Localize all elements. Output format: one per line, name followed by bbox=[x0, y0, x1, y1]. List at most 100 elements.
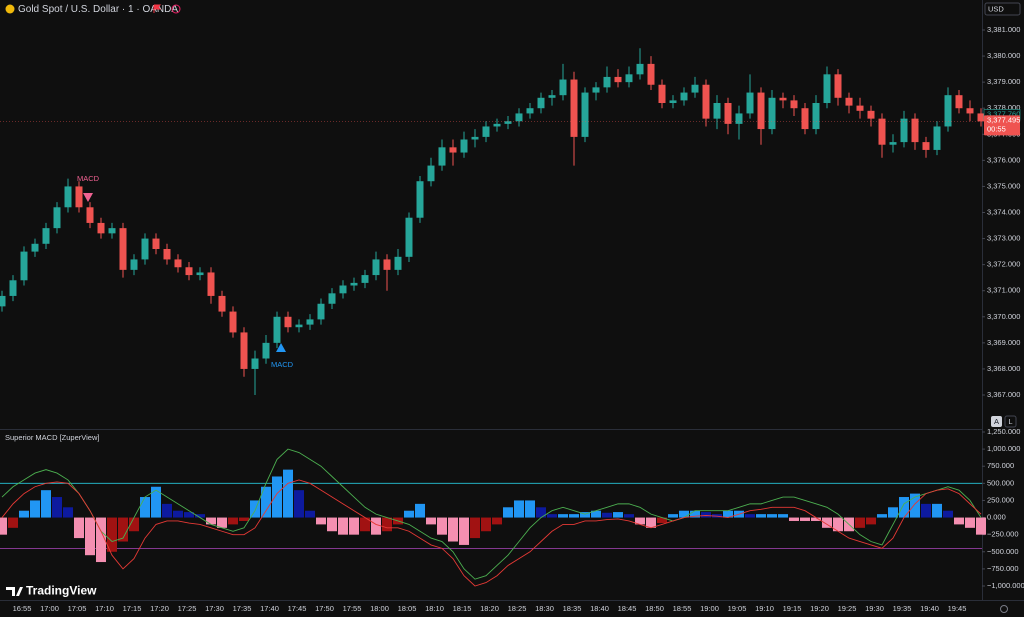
auto-label[interactable]: A bbox=[994, 417, 999, 426]
histogram-bar bbox=[217, 517, 227, 528]
y-tick-label: 3,369.000 bbox=[987, 338, 1020, 347]
x-tick-label: 19:20 bbox=[810, 604, 829, 613]
macd-tick-label: 1,250.000 bbox=[987, 427, 1020, 436]
histogram-bar bbox=[525, 500, 535, 518]
candle-body bbox=[108, 228, 116, 234]
histogram-bar bbox=[228, 517, 238, 525]
candle-body bbox=[647, 63, 655, 85]
candle-body bbox=[603, 76, 611, 88]
histogram-bar bbox=[558, 514, 568, 518]
candle-body bbox=[889, 142, 897, 145]
candle-body bbox=[559, 79, 567, 96]
indicator-name: Superior MACD [ZuperView] bbox=[5, 433, 99, 442]
candle-body bbox=[416, 181, 424, 218]
histogram-bar bbox=[580, 512, 590, 518]
histogram-bar bbox=[492, 517, 502, 525]
log-button[interactable] bbox=[1004, 415, 1017, 428]
histogram-bar bbox=[327, 517, 337, 532]
x-tick-label: 18:45 bbox=[618, 604, 637, 613]
histogram-bar bbox=[239, 517, 249, 521]
histogram-bar bbox=[613, 512, 623, 518]
x-tick-label: 17:50 bbox=[315, 604, 334, 613]
currency-box[interactable] bbox=[984, 2, 1021, 16]
histogram-bar bbox=[503, 507, 513, 518]
histogram-bar bbox=[118, 517, 128, 542]
histogram-bar bbox=[877, 514, 887, 518]
y-tick-label: 3,373.000 bbox=[987, 234, 1020, 243]
macd-tick-label: 1,000.000 bbox=[987, 444, 1020, 453]
settings-icon[interactable] bbox=[1000, 605, 1008, 613]
candle-body bbox=[119, 228, 127, 270]
x-tick-label: 18:20 bbox=[480, 604, 499, 613]
candle-body bbox=[823, 74, 831, 103]
x-tick-label: 19:15 bbox=[783, 604, 802, 613]
histogram-bar bbox=[624, 514, 634, 518]
candle-body bbox=[339, 285, 347, 294]
candle-body bbox=[922, 142, 930, 150]
candle-body bbox=[350, 282, 358, 286]
x-tick-label: 19:30 bbox=[865, 604, 884, 613]
x-tick-label: 19:35 bbox=[893, 604, 912, 613]
candle-body bbox=[790, 100, 798, 109]
x-tick-label: 19:05 bbox=[728, 604, 747, 613]
histogram-bar bbox=[514, 500, 524, 518]
y-tick-label: 3,380.000 bbox=[987, 51, 1020, 60]
histogram-bar bbox=[96, 517, 106, 563]
histogram-bar bbox=[723, 510, 733, 518]
macd-tick-label: −250.000 bbox=[987, 530, 1019, 539]
histogram-bar bbox=[74, 517, 84, 539]
x-tick-label: 17:30 bbox=[205, 604, 224, 613]
macd-tick-label: 0.000 bbox=[987, 513, 1006, 522]
histogram-bar bbox=[932, 503, 942, 518]
candle-body bbox=[207, 272, 215, 296]
histogram-bar bbox=[250, 500, 260, 518]
histogram-bar bbox=[305, 510, 315, 518]
x-tick-label: 18:25 bbox=[508, 604, 527, 613]
x-tick-label: 17:45 bbox=[288, 604, 307, 613]
histogram-bar bbox=[360, 517, 370, 532]
x-tick-label: 17:15 bbox=[123, 604, 142, 613]
histogram-bar bbox=[833, 517, 843, 532]
candle-body bbox=[801, 108, 809, 130]
histogram-bar bbox=[745, 514, 755, 518]
candle-body bbox=[548, 95, 556, 98]
signal-label: MACD bbox=[271, 360, 294, 369]
candle-body bbox=[394, 256, 402, 270]
y-tick-label: 3,379.000 bbox=[987, 77, 1020, 86]
candle-body bbox=[625, 74, 633, 83]
currency[interactable]: USD bbox=[988, 4, 1004, 13]
x-tick-label: 17:40 bbox=[260, 604, 279, 613]
buy-marker bbox=[276, 343, 286, 352]
histogram-bar bbox=[569, 514, 579, 518]
candle-body bbox=[152, 238, 160, 249]
last-price-label: 3,377.495 bbox=[987, 115, 1020, 124]
auto-button[interactable] bbox=[991, 416, 1002, 427]
symbol-title: Gold Spot / U.S. Dollar · 1 · OANDA bbox=[18, 4, 178, 15]
histogram-bar bbox=[888, 507, 898, 518]
candle-body bbox=[867, 110, 875, 119]
log-label[interactable]: L bbox=[1008, 417, 1012, 426]
histogram-bar bbox=[63, 507, 73, 518]
candle-body bbox=[526, 108, 534, 114]
histogram-bar bbox=[646, 517, 656, 528]
histogram-bar bbox=[415, 503, 425, 518]
x-tick-label: 18:55 bbox=[673, 604, 692, 613]
histogram-bar bbox=[536, 507, 546, 518]
candle-body bbox=[75, 186, 83, 208]
candle-body bbox=[20, 251, 28, 281]
histogram-bar bbox=[822, 517, 832, 528]
histogram-bar bbox=[657, 517, 667, 524]
y-tick-label: 3,378.000 bbox=[987, 103, 1020, 112]
candle-body bbox=[768, 97, 776, 130]
candle-body bbox=[581, 92, 589, 137]
histogram-bar bbox=[195, 514, 205, 518]
status-icon bbox=[171, 4, 181, 14]
macd-tick-label: 250.000 bbox=[987, 495, 1014, 504]
histogram-bar bbox=[635, 517, 645, 525]
candle-body bbox=[0, 295, 6, 307]
candle-body bbox=[977, 113, 985, 122]
y-tick-label: 3,376.000 bbox=[987, 155, 1020, 164]
x-tick-label: 19:10 bbox=[755, 604, 774, 613]
x-tick-label: 18:10 bbox=[425, 604, 444, 613]
